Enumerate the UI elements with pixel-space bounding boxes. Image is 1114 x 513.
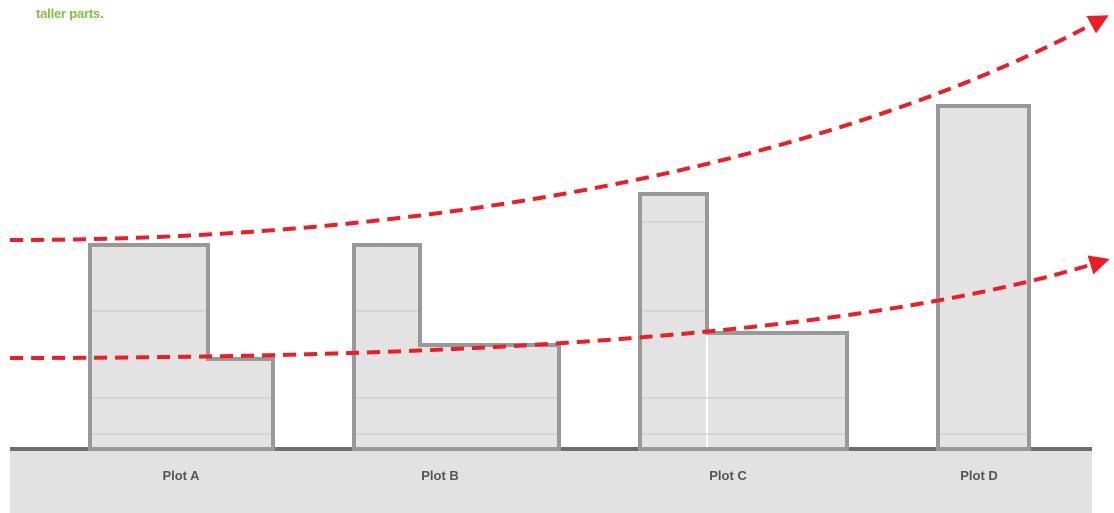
ground [10, 449, 1092, 513]
caption-text: taller parts. [36, 6, 104, 21]
lower-height-arrow [9, 255, 1110, 360]
plot-d-building [936, 104, 1031, 451]
plot-c-building [638, 192, 849, 451]
plot-b-label: Plot B [421, 468, 459, 483]
plot-a-building [88, 243, 275, 451]
upper-height-arrow [9, 15, 1109, 242]
plot-d-label: Plot D [960, 468, 998, 483]
plot-c-label: Plot C [709, 468, 747, 483]
plot-a-label: Plot A [162, 468, 200, 483]
